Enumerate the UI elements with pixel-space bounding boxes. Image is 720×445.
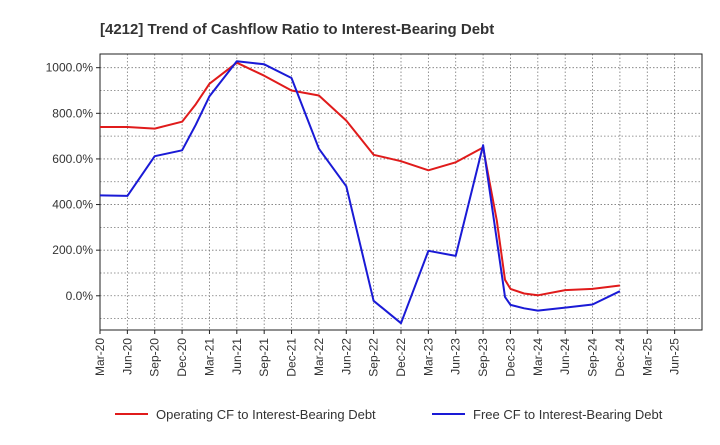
x-tick-label: Jun-25 bbox=[668, 338, 682, 375]
y-tick-label: 0.0% bbox=[66, 289, 94, 303]
legend-label-operating-cf: Operating CF to Interest-Bearing Debt bbox=[156, 407, 376, 422]
x-tick-label: Mar-25 bbox=[640, 338, 654, 376]
x-tick-label: Dec-23 bbox=[503, 338, 517, 377]
series-line-free-cf bbox=[99, 60, 621, 325]
x-tick-label: Mar-23 bbox=[421, 338, 435, 376]
x-tick-label: Dec-20 bbox=[175, 338, 189, 377]
y-axis: 0.0% 200.0% 400.0% 600.0% 800.0% 1000.0% bbox=[46, 61, 100, 303]
y-tick-label: 600.0% bbox=[52, 152, 93, 166]
x-tick-label: Dec-22 bbox=[394, 338, 408, 377]
x-tick-label: Jun-24 bbox=[558, 338, 572, 375]
legend-label-free-cf: Free CF to Interest-Bearing Debt bbox=[473, 407, 663, 422]
x-tick-label: Mar-20 bbox=[93, 338, 107, 376]
x-tick-label: Dec-24 bbox=[613, 338, 627, 377]
y-tick-label: 200.0% bbox=[52, 243, 93, 257]
legend: Operating CF to Interest-Bearing Debt Fr… bbox=[115, 407, 663, 422]
x-tick-label: Sep-24 bbox=[586, 338, 600, 377]
series-lines bbox=[99, 60, 621, 325]
x-tick-label: Jun-21 bbox=[230, 338, 244, 375]
y-tick-label: 1000.0% bbox=[46, 61, 94, 75]
x-axis: Mar-20 Jun-20 Sep-20 Dec-20 Mar-21 Jun-21 Sep-… bbox=[93, 330, 682, 377]
x-tick-label: Jun-23 bbox=[449, 338, 463, 375]
x-tick-label: Mar-22 bbox=[312, 338, 326, 376]
x-tick-label: Sep-23 bbox=[476, 338, 490, 377]
y-tick-label: 400.0% bbox=[52, 198, 93, 212]
x-tick-label: Jun-20 bbox=[120, 338, 134, 375]
x-tick-label: Mar-21 bbox=[202, 338, 216, 376]
x-tick-label: Sep-22 bbox=[367, 338, 381, 377]
x-tick-label: Mar-24 bbox=[531, 338, 545, 376]
chart-title: [4212] Trend of Cashflow Ratio to Intere… bbox=[100, 21, 494, 38]
x-tick-label: Dec-21 bbox=[285, 338, 299, 377]
x-tick-label: Sep-21 bbox=[257, 338, 271, 377]
x-tick-label: Sep-20 bbox=[148, 338, 162, 377]
series-line-operating-cf bbox=[100, 61, 621, 297]
x-tick-label: Jun-22 bbox=[339, 338, 353, 375]
grid bbox=[100, 54, 702, 330]
y-tick-label: 800.0% bbox=[52, 106, 93, 120]
